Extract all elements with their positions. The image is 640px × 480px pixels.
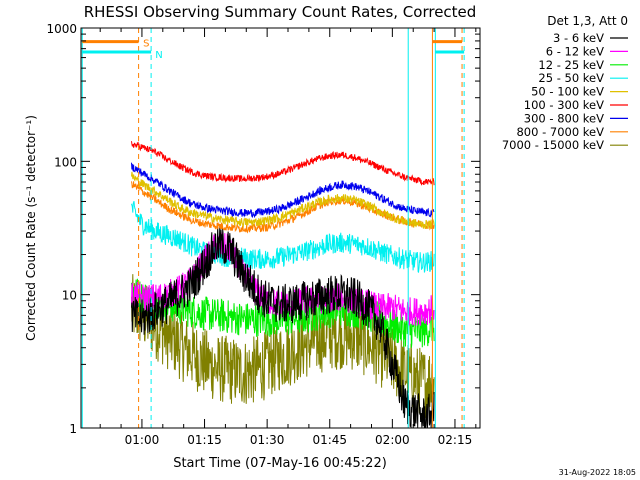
series-3-6-kev xyxy=(131,224,435,428)
legend-label: 300 - 800 keV xyxy=(524,111,604,125)
legend-title: Det 1,3, Att 0 xyxy=(547,14,628,28)
legend-label: 800 - 7000 keV xyxy=(516,125,604,139)
x-tick-label: 01:00 xyxy=(125,433,160,447)
x-tick-label: 02:00 xyxy=(375,433,410,447)
flag-bars: SN xyxy=(82,39,465,61)
x-tick-label: 01:45 xyxy=(312,433,347,447)
series-50-100-kev xyxy=(131,171,435,229)
series-25-50-kev xyxy=(131,201,435,273)
interval-lines xyxy=(81,28,465,428)
plot-frame xyxy=(80,27,481,429)
y-tick-label: 10 xyxy=(62,289,77,303)
legend-label: 100 - 300 keV xyxy=(524,98,604,112)
series-300-800-kev xyxy=(131,162,435,219)
chart-title: RHESSI Observing Summary Count Rates, Co… xyxy=(84,3,477,21)
y-tick-label: 1 xyxy=(69,422,77,436)
y-tick-label: 1000 xyxy=(46,22,77,36)
y-tick-label: 100 xyxy=(54,155,77,169)
legend-label: 7000 - 15000 keV xyxy=(502,138,604,152)
x-tick-label: 02:15 xyxy=(438,433,473,447)
legend-label: 25 - 50 keV xyxy=(538,71,604,85)
series-100-300-kev xyxy=(131,141,435,186)
x-tick-label: 01:30 xyxy=(250,433,285,447)
y-axis-label: Corrected Count Rate (s⁻¹ detector⁻¹) xyxy=(24,115,38,341)
flag-label-s: S xyxy=(143,39,149,50)
axis-ticks: 01:00 01:15 01:30 01:45 02:00 02:15 1 10 100 1000 xyxy=(46,22,480,447)
x-axis-label: Start Time (07-May-16 00:45:22) xyxy=(173,456,387,471)
series-layer xyxy=(131,141,435,428)
legend-label: 50 - 100 keV xyxy=(531,85,604,99)
x-tick-label: 01:15 xyxy=(187,433,222,447)
legend-label: 3 - 6 keV xyxy=(553,31,604,45)
footer-timestamp: 31-Aug-2022 18:05 xyxy=(559,468,636,477)
plot-border xyxy=(80,27,481,429)
legend-label: 6 - 12 keV xyxy=(546,44,604,58)
legend-label: 12 - 25 keV xyxy=(538,58,604,72)
flag-label-n: N xyxy=(155,50,162,61)
